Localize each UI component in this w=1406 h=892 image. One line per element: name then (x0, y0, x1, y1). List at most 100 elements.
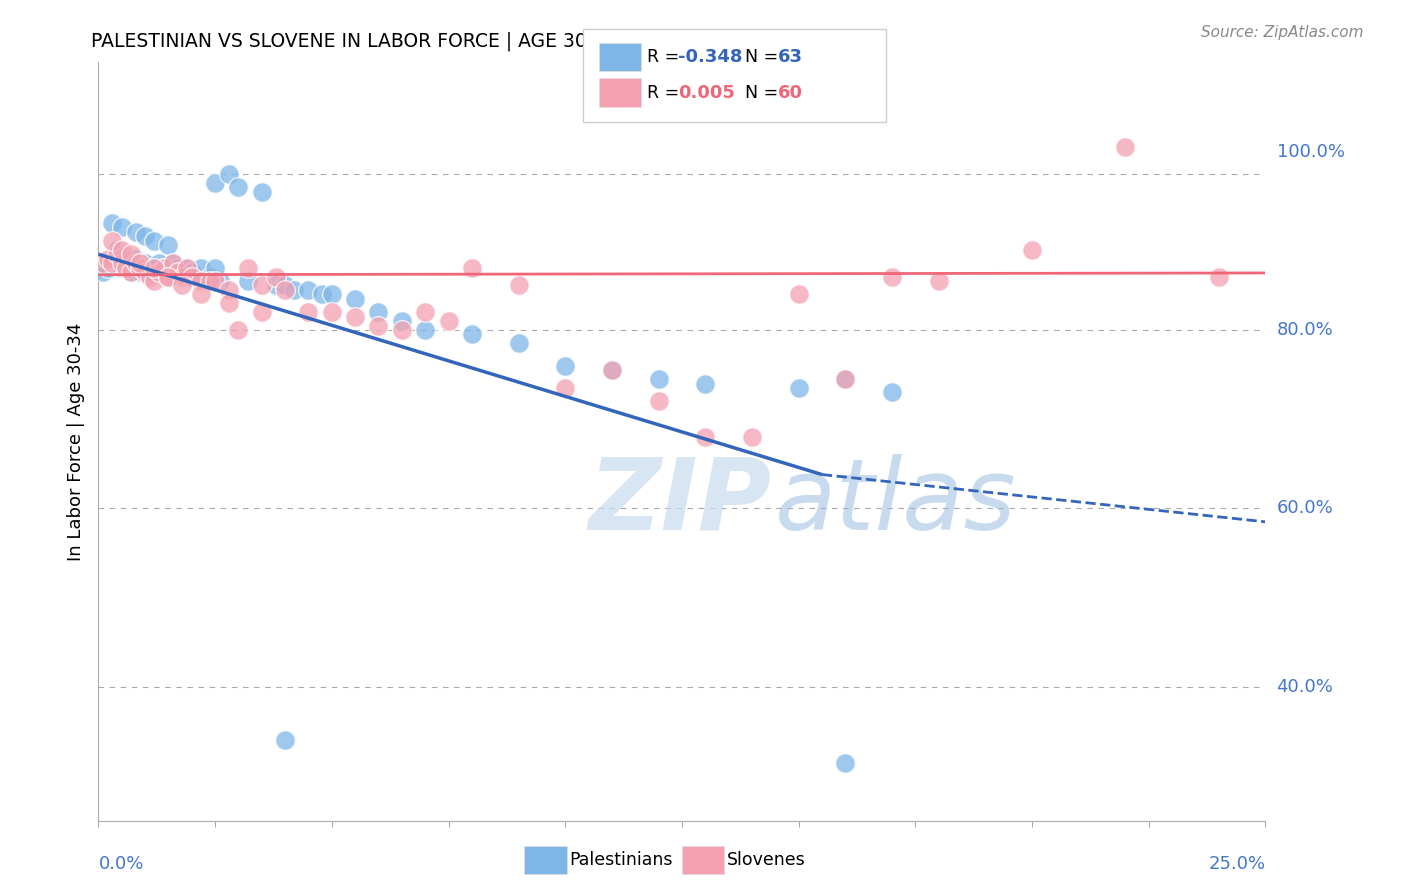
Point (125, 225, 148, 239)
Point (115, 256, 138, 270)
Point (105, 256, 128, 270)
Point (647, 394, 669, 409)
Point (928, 274, 950, 288)
Text: 25.0%: 25.0% (1208, 855, 1265, 873)
Point (143, 274, 166, 288)
Point (250, 305, 273, 319)
Point (1021, 243, 1043, 257)
Point (508, 278, 530, 293)
Point (834, 756, 856, 770)
Point (437, 314, 460, 328)
Text: 40.0%: 40.0% (1277, 678, 1333, 696)
Point (129, 265, 152, 279)
Point (554, 381, 576, 395)
Point (139, 269, 162, 284)
Point (101, 216, 124, 230)
Point (264, 269, 287, 284)
Point (787, 381, 810, 395)
Point (120, 247, 142, 261)
Point (91, 256, 114, 270)
Point (143, 260, 166, 275)
Point (105, 243, 128, 257)
Point (143, 260, 166, 275)
Text: 60: 60 (778, 84, 803, 102)
Point (134, 265, 156, 279)
Point (105, 247, 128, 261)
Text: Slovenes: Slovenes (727, 851, 806, 869)
Point (101, 256, 124, 270)
Text: 100.0%: 100.0% (1277, 143, 1344, 161)
Point (391, 314, 413, 328)
Point (1208, 269, 1230, 284)
Point (461, 260, 484, 275)
Point (250, 185, 273, 199)
Point (367, 305, 389, 319)
Point (125, 256, 148, 270)
Point (97, 252, 120, 266)
Point (236, 260, 259, 275)
Y-axis label: In Labor Force | Age 30-34: In Labor Force | Age 30-34 (66, 322, 84, 561)
Point (787, 287, 810, 301)
Point (321, 287, 343, 301)
Point (1114, 140, 1136, 154)
Point (880, 385, 903, 400)
Point (834, 372, 856, 386)
Point (120, 265, 142, 279)
Point (143, 234, 166, 248)
Text: 60.0%: 60.0% (1277, 500, 1333, 517)
Point (134, 256, 156, 270)
Point (101, 234, 124, 248)
Point (834, 372, 856, 386)
Point (129, 256, 152, 270)
Text: N =: N = (745, 48, 785, 66)
Point (111, 243, 134, 257)
Point (157, 238, 180, 252)
Point (274, 733, 297, 747)
Point (218, 283, 240, 297)
Point (180, 265, 202, 279)
Point (115, 260, 138, 275)
Point (461, 327, 484, 342)
Point (344, 310, 367, 324)
Point (166, 265, 188, 279)
Point (283, 283, 305, 297)
Point (152, 260, 174, 275)
Point (111, 256, 134, 270)
Point (134, 229, 156, 244)
Point (148, 265, 170, 279)
Text: Source: ZipAtlas.com: Source: ZipAtlas.com (1201, 25, 1364, 40)
Point (111, 220, 134, 235)
Text: 0.0%: 0.0% (98, 855, 143, 873)
Point (880, 269, 903, 284)
Text: -0.348: -0.348 (678, 48, 742, 66)
Point (111, 260, 134, 275)
Text: PALESTINIAN VS SLOVENE IN LABOR FORCE | AGE 30-34 CORRELATION CHART: PALESTINIAN VS SLOVENE IN LABOR FORCE | … (91, 31, 827, 51)
Point (236, 274, 259, 288)
Point (228, 323, 250, 337)
Point (554, 359, 576, 373)
Point (344, 292, 367, 306)
Point (695, 376, 717, 391)
Point (152, 260, 174, 275)
Point (157, 265, 180, 279)
Point (120, 265, 142, 279)
Point (413, 305, 436, 319)
Point (297, 283, 319, 297)
Point (120, 256, 142, 270)
Point (139, 265, 162, 279)
Point (162, 256, 184, 270)
Point (176, 260, 198, 275)
Point (101, 252, 124, 266)
Point (228, 180, 250, 194)
Point (134, 260, 156, 275)
Point (172, 278, 194, 293)
Point (190, 274, 212, 288)
Point (204, 176, 226, 190)
Point (91, 265, 114, 279)
Point (250, 278, 273, 293)
Text: atlas: atlas (775, 454, 1017, 550)
Point (204, 260, 226, 275)
Point (200, 274, 222, 288)
Point (218, 296, 240, 310)
Text: Palestinians: Palestinians (569, 851, 673, 869)
